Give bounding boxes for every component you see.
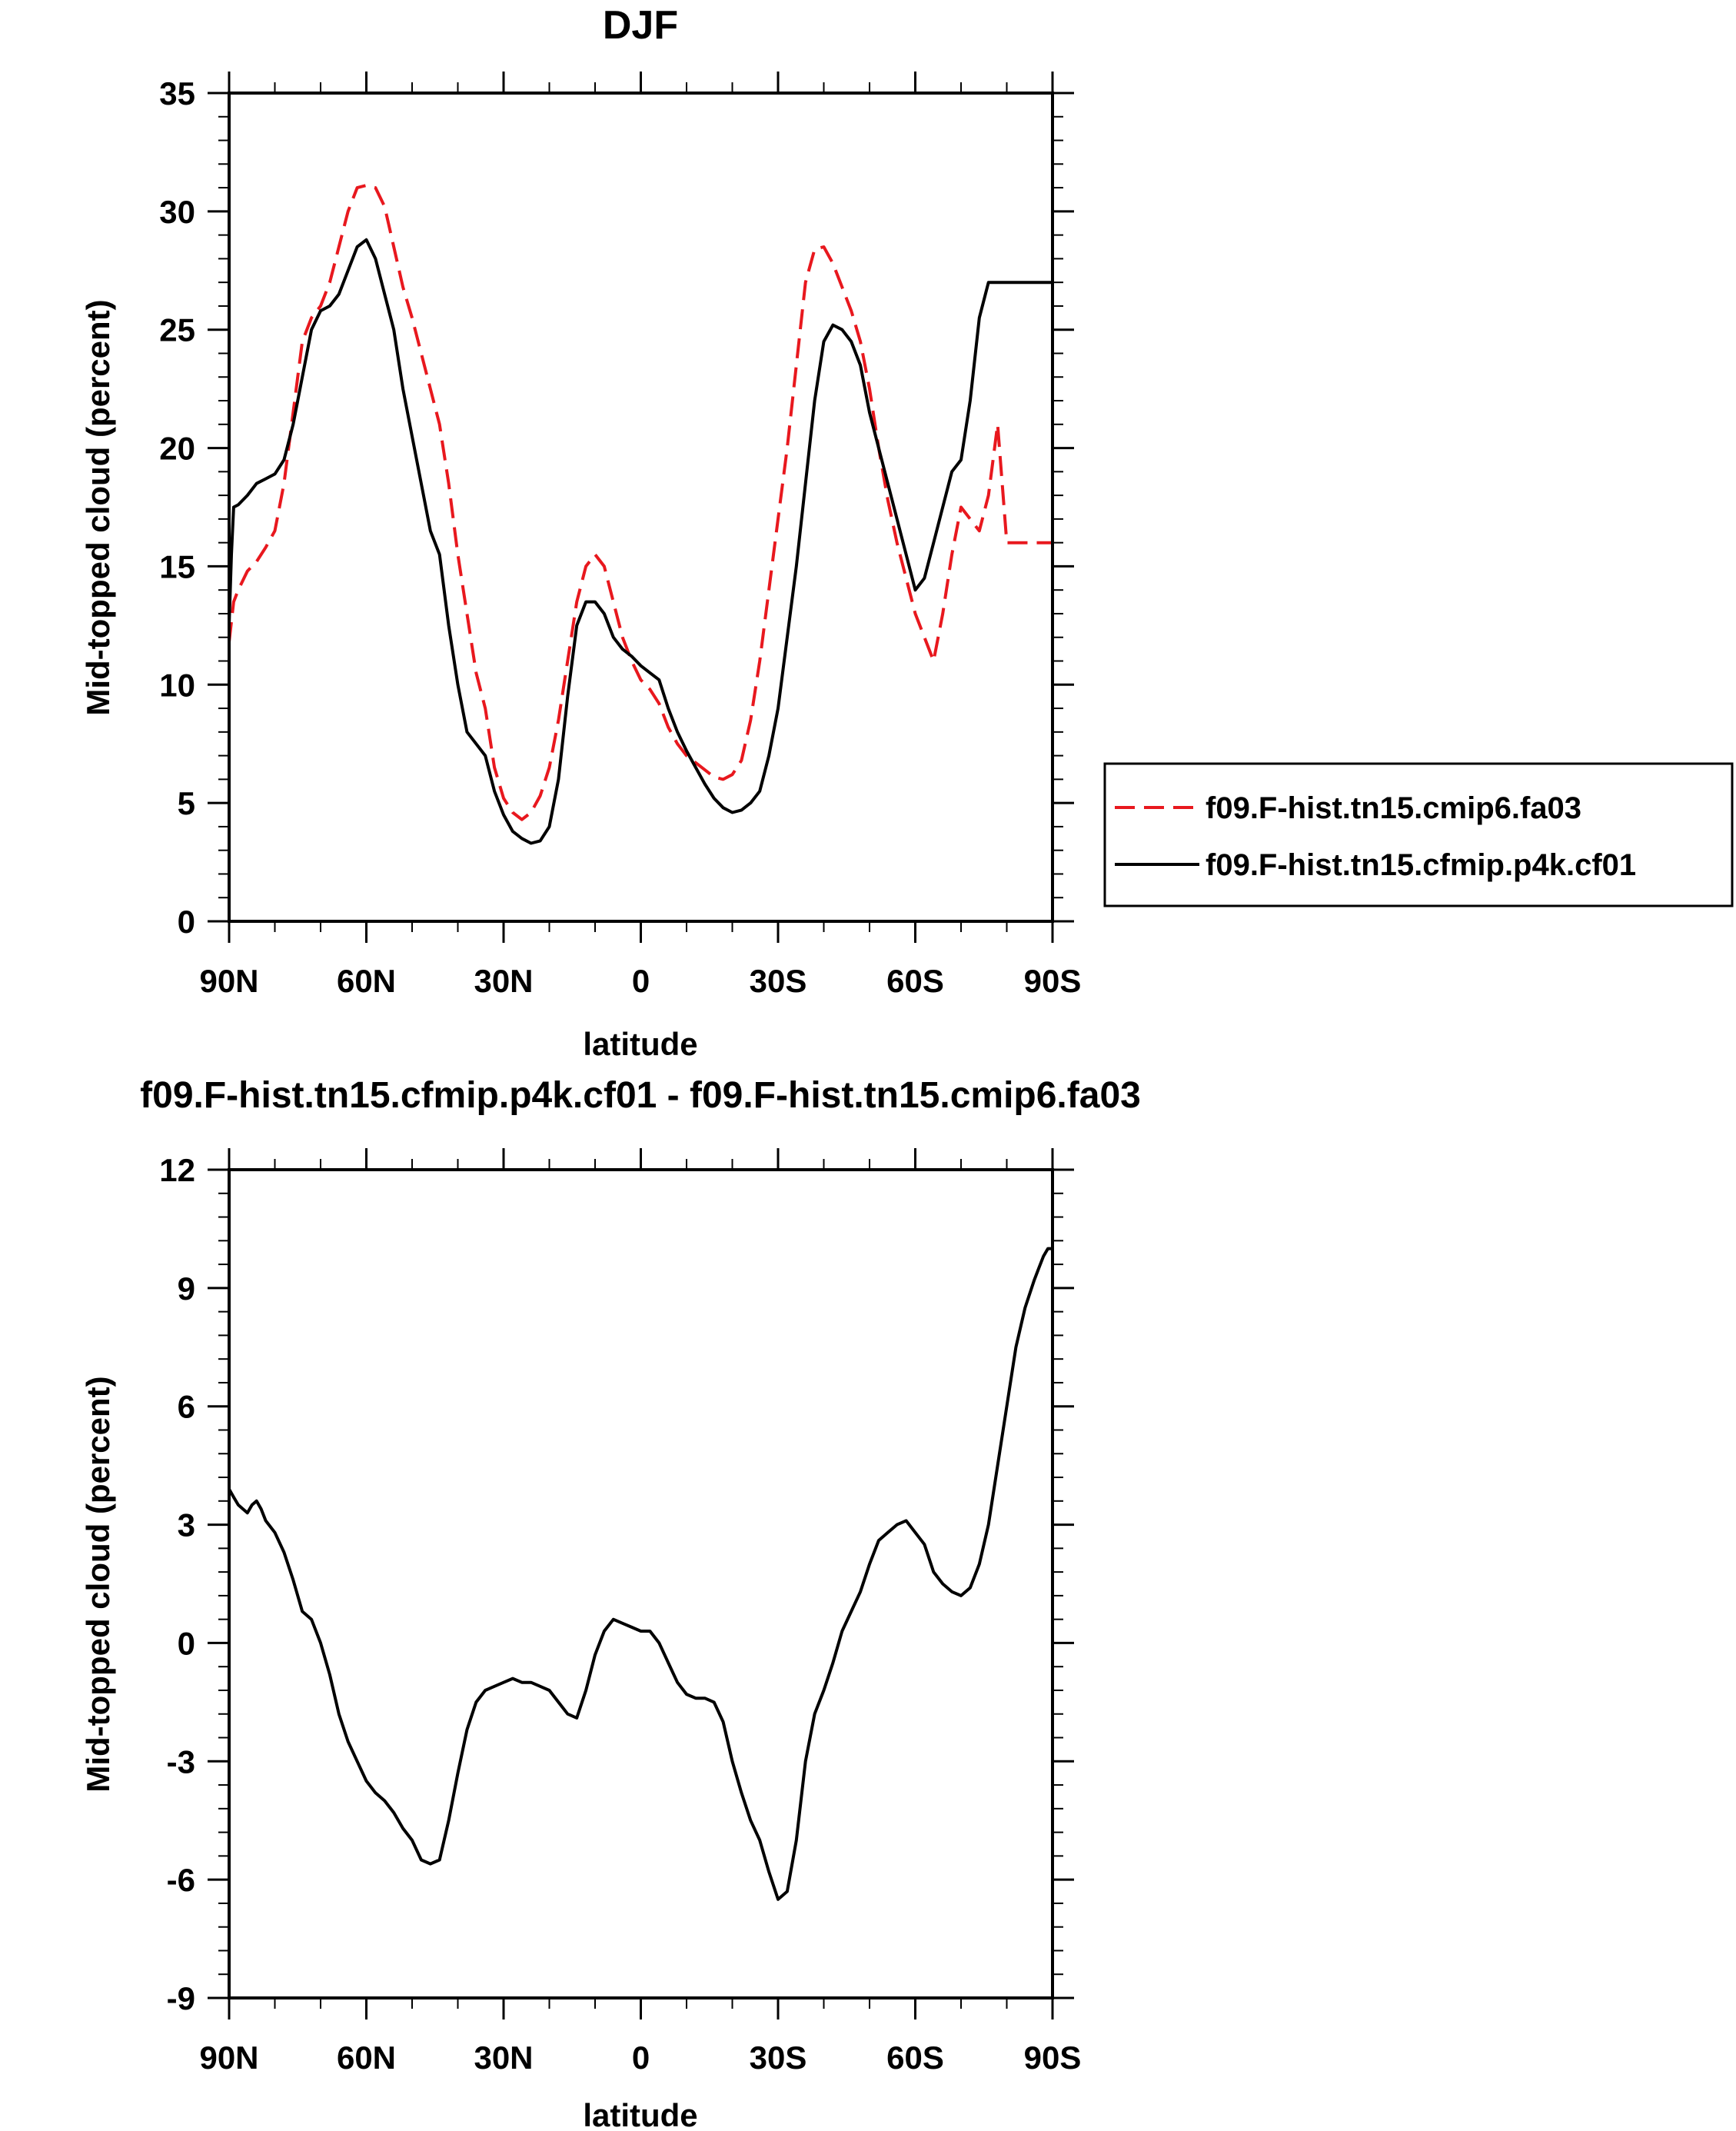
y-tick-label: 0 bbox=[178, 904, 195, 940]
y-tick-label: -3 bbox=[167, 1743, 195, 1780]
x-tick-label: 30N bbox=[474, 2039, 533, 2076]
legend-box bbox=[1103, 762, 1734, 907]
x-tick-label: 0 bbox=[632, 963, 650, 999]
x-tick-label: 90N bbox=[199, 963, 258, 999]
series-line-1 bbox=[228, 238, 1053, 845]
top-panel: DJF 0 5 10 15 20 25 30 35 90N 60N 30N 0 30S 60S 90S l… bbox=[80, 3, 1734, 1062]
top-x-ticks-and-labels: 90N 60N 30N 0 30S 60S 90S bbox=[199, 72, 1081, 999]
x-tick-label: 30S bbox=[750, 2039, 807, 2076]
y-tick-label: 3 bbox=[178, 1507, 195, 1543]
y-tick-label: 25 bbox=[159, 312, 195, 348]
y-tick-label: 5 bbox=[178, 785, 195, 821]
x-tick-label: 90S bbox=[1024, 2039, 1082, 2076]
x-tick-label: 30S bbox=[750, 963, 807, 999]
x-tick-label: 0 bbox=[632, 2039, 650, 2076]
bottom-plot-frame bbox=[228, 1168, 1054, 1999]
top-series-lines bbox=[228, 184, 1053, 845]
y-tick-label: 35 bbox=[159, 75, 195, 112]
y-tick-label: 10 bbox=[159, 667, 195, 703]
x-tick-label: 90N bbox=[199, 2039, 258, 2076]
series-line-0 bbox=[228, 1247, 1053, 1901]
y-tick-label: 12 bbox=[159, 1152, 195, 1188]
y-tick-label: 30 bbox=[159, 194, 195, 230]
x-tick-label: 60N bbox=[337, 963, 396, 999]
y-tick-label: -9 bbox=[167, 1980, 195, 2016]
y-tick-label: 15 bbox=[159, 548, 195, 584]
legend: f09.F-hist.tn15.cmip6.fa03 f09.F-hist.tn… bbox=[1103, 762, 1734, 907]
legend-label-cmip6: f09.F-hist.tn15.cmip6.fa03 bbox=[1206, 791, 1581, 825]
y-tick-label: 9 bbox=[178, 1270, 195, 1307]
legend-label-p4k: f09.F-hist.tn15.cfmip.p4k.cf01 bbox=[1206, 848, 1636, 882]
y-tick-label: -6 bbox=[167, 1862, 195, 1898]
x-tick-label: 60N bbox=[337, 2039, 396, 2076]
top-x-axis-label: latitude bbox=[583, 1026, 697, 1062]
x-tick-label: 90S bbox=[1024, 963, 1082, 999]
series-line-0 bbox=[228, 184, 1053, 821]
x-tick-label: 30N bbox=[474, 963, 533, 999]
bottom-series-lines bbox=[228, 1247, 1053, 1901]
bottom-y-ticks-and-labels: -9 -6 -3 0 3 6 9 12 bbox=[159, 1152, 1074, 2016]
y-tick-label: 20 bbox=[159, 431, 195, 467]
top-plot-frame bbox=[228, 92, 1054, 923]
top-chart-title: DJF bbox=[603, 3, 678, 48]
bottom-y-axis-label: Mid-topped cloud (percent) bbox=[80, 1376, 116, 1792]
bottom-x-axis-label: latitude bbox=[583, 2097, 697, 2131]
top-y-axis-label: Mid-topped cloud (percent) bbox=[80, 299, 116, 715]
bottom-x-ticks-and-labels: 90N 60N 30N 0 30S 60S 90S bbox=[199, 1148, 1081, 2076]
y-tick-label: 0 bbox=[178, 1625, 195, 1661]
x-tick-label: 60S bbox=[886, 2039, 944, 2076]
y-tick-label: 6 bbox=[178, 1389, 195, 1425]
top-y-ticks-and-labels: 0 5 10 15 20 25 30 35 bbox=[159, 75, 1074, 940]
bottom-panel: f09.F-hist.tn15.cfmip.p4k.cf01 - f09.F-h… bbox=[80, 1075, 1141, 2131]
bottom-chart-title: f09.F-hist.tn15.cfmip.p4k.cf01 - f09.F-h… bbox=[140, 1075, 1141, 1116]
x-tick-label: 60S bbox=[886, 963, 944, 999]
